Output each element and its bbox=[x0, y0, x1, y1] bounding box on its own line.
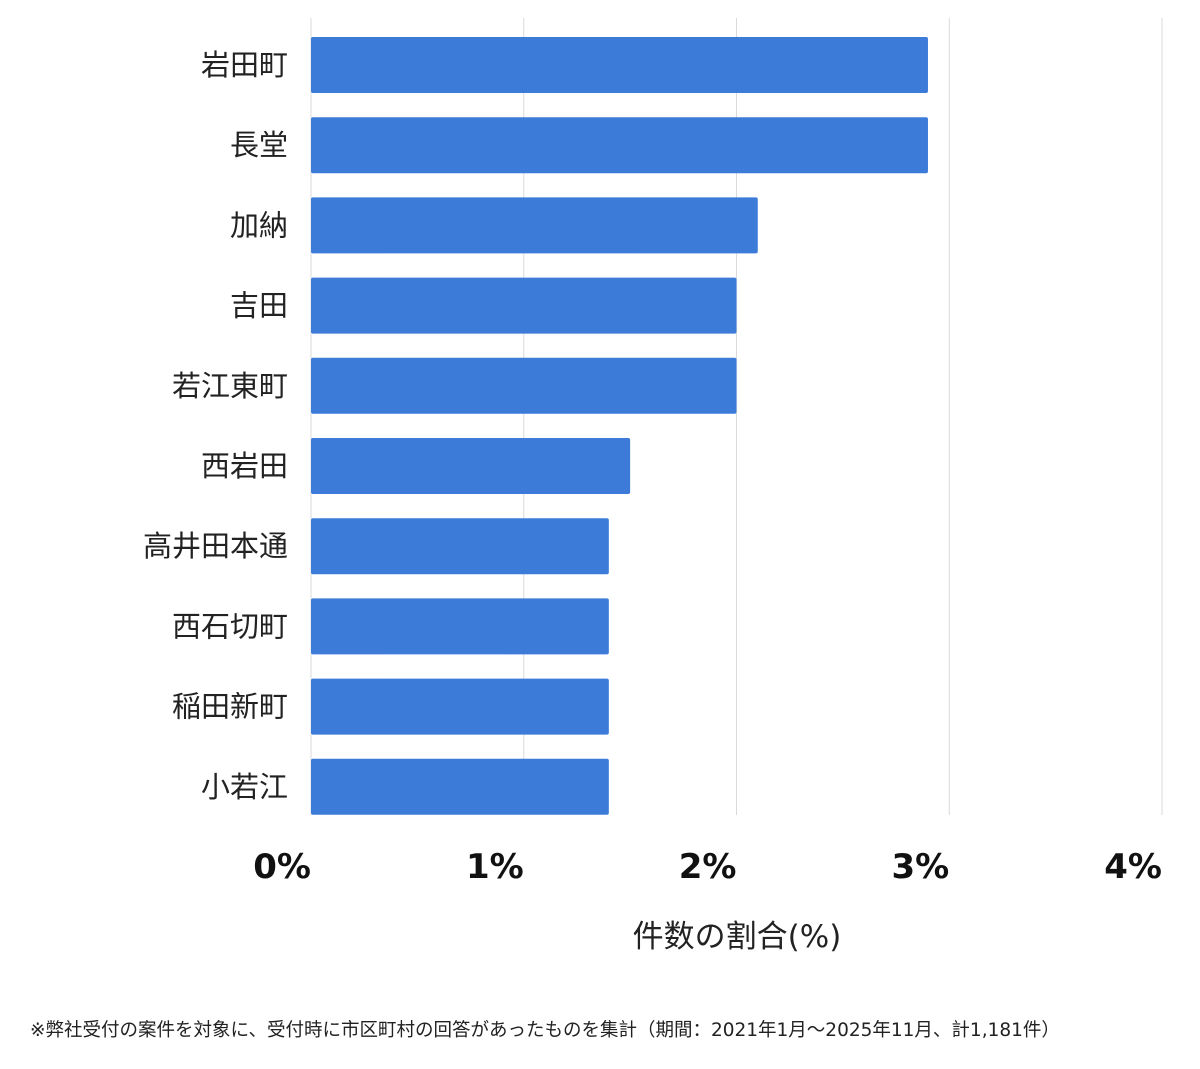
bar bbox=[311, 117, 928, 174]
footnote: ※弊社受付の案件を対象に、受付時に市区町村の回答があったものを集計（期間：202… bbox=[30, 1020, 1060, 1041]
x-tick-label: 3% bbox=[892, 847, 950, 887]
x-tick-label: 1% bbox=[466, 847, 524, 887]
x-tick-label: 4% bbox=[1104, 847, 1162, 887]
bar bbox=[311, 758, 609, 815]
category-label: 西石切町 bbox=[172, 609, 288, 643]
category-label: 若江東町 bbox=[172, 369, 288, 403]
bar bbox=[311, 277, 737, 334]
bar bbox=[311, 598, 609, 655]
bar bbox=[311, 357, 737, 414]
bar bbox=[311, 678, 609, 735]
category-label: 西岩田 bbox=[201, 449, 288, 483]
category-label: 吉田 bbox=[230, 289, 288, 323]
category-label: 小若江 bbox=[201, 770, 288, 804]
category-label: 稲田新町 bbox=[172, 690, 288, 724]
x-axis-label: 件数の割合(%) bbox=[633, 919, 842, 955]
category-label: 加納 bbox=[230, 208, 288, 242]
category-label: 長堂 bbox=[230, 128, 288, 162]
bar bbox=[311, 197, 758, 254]
bar bbox=[311, 518, 609, 575]
bar bbox=[311, 37, 928, 93]
bar bbox=[311, 438, 631, 494]
x-tick-label: 0% bbox=[253, 847, 311, 887]
x-tick-label: 2% bbox=[679, 847, 737, 887]
category-label: 岩田町 bbox=[201, 48, 288, 82]
category-label: 高井田本通 bbox=[143, 529, 288, 563]
